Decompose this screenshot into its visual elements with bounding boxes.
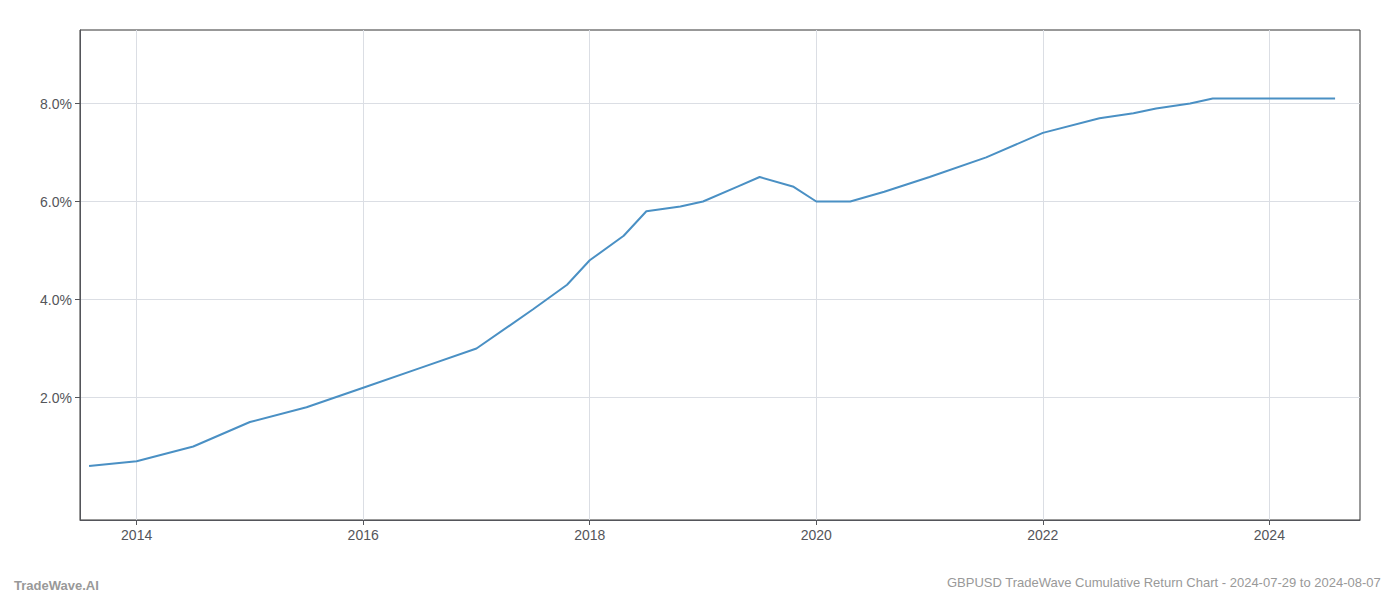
svg-text:2018: 2018 xyxy=(574,527,605,543)
svg-text:4.0%: 4.0% xyxy=(40,292,72,308)
svg-text:2.0%: 2.0% xyxy=(40,390,72,406)
svg-text:2014: 2014 xyxy=(121,527,152,543)
svg-text:2022: 2022 xyxy=(1027,527,1058,543)
svg-text:2016: 2016 xyxy=(348,527,379,543)
svg-text:6.0%: 6.0% xyxy=(40,194,72,210)
svg-text:TradeWave.AI: TradeWave.AI xyxy=(14,578,99,593)
svg-text:GBPUSD TradeWave Cumulative Re: GBPUSD TradeWave Cumulative Return Chart… xyxy=(947,575,1381,590)
svg-text:2020: 2020 xyxy=(801,527,832,543)
svg-text:2024: 2024 xyxy=(1254,527,1285,543)
svg-text:8.0%: 8.0% xyxy=(40,96,72,112)
